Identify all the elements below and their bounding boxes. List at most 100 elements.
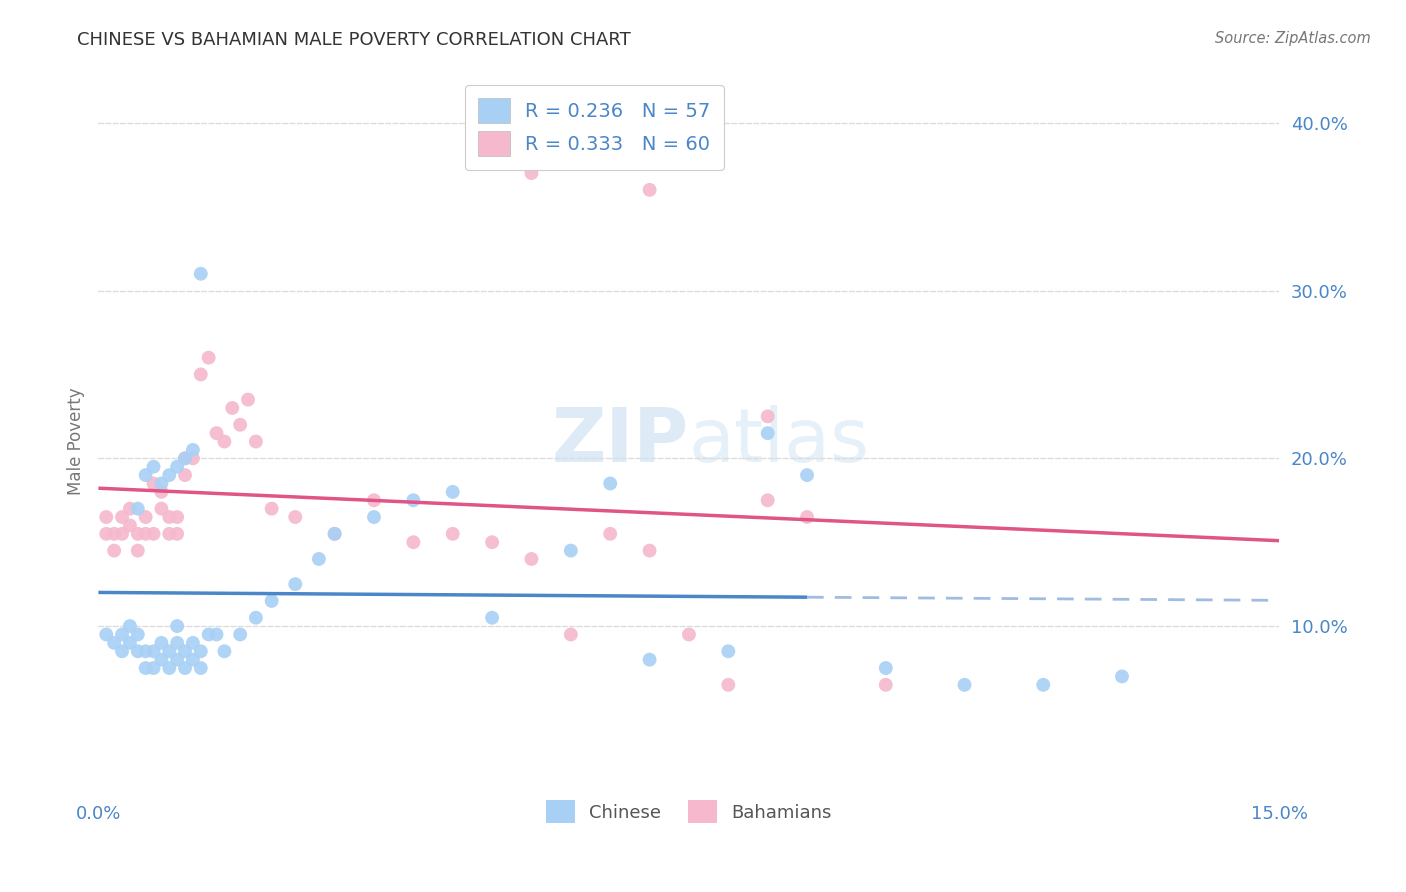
Point — [756, 493, 779, 508]
Point — [166, 526, 188, 541]
Point — [214, 644, 236, 658]
Point — [190, 644, 212, 658]
Point — [481, 535, 503, 549]
Point — [756, 409, 779, 424]
Point — [150, 476, 173, 491]
Point — [560, 543, 582, 558]
Point — [520, 552, 543, 566]
Point — [1111, 669, 1133, 683]
Point — [166, 510, 188, 524]
Point — [181, 636, 204, 650]
Point — [118, 518, 141, 533]
Point — [111, 510, 134, 524]
Point — [111, 644, 134, 658]
Point — [127, 627, 149, 641]
Point — [166, 619, 188, 633]
Point — [953, 678, 976, 692]
Point — [127, 644, 149, 658]
Text: ZIP: ZIP — [551, 405, 689, 478]
Point — [236, 392, 259, 407]
Point — [150, 501, 173, 516]
Point — [205, 426, 228, 441]
Point — [181, 451, 204, 466]
Point — [181, 653, 204, 667]
Point — [599, 526, 621, 541]
Point — [135, 510, 157, 524]
Point — [96, 510, 118, 524]
Point — [229, 627, 252, 641]
Point — [157, 468, 180, 483]
Text: CHINESE VS BAHAMIAN MALE POVERTY CORRELATION CHART: CHINESE VS BAHAMIAN MALE POVERTY CORRELA… — [77, 31, 631, 49]
Point — [796, 468, 818, 483]
Point — [96, 526, 118, 541]
Point — [229, 417, 252, 432]
Point — [166, 459, 188, 474]
Point — [127, 526, 149, 541]
Point — [157, 510, 180, 524]
Point — [308, 552, 330, 566]
Point — [756, 426, 779, 441]
Point — [150, 484, 173, 499]
Point — [174, 451, 197, 466]
Point — [142, 644, 165, 658]
Point — [638, 543, 661, 558]
Point — [127, 501, 149, 516]
Point — [197, 351, 219, 365]
Point — [135, 644, 157, 658]
Point — [638, 183, 661, 197]
Point — [103, 543, 125, 558]
Point — [142, 526, 165, 541]
Point — [323, 526, 346, 541]
Point — [135, 661, 157, 675]
Point — [166, 636, 188, 650]
Point — [441, 484, 464, 499]
Point — [441, 526, 464, 541]
Point — [150, 653, 173, 667]
Point — [166, 653, 188, 667]
Point — [127, 543, 149, 558]
Point — [323, 526, 346, 541]
Point — [118, 636, 141, 650]
Point — [402, 535, 425, 549]
Point — [111, 627, 134, 641]
Point — [135, 468, 157, 483]
Point — [796, 510, 818, 524]
Point — [142, 476, 165, 491]
Point — [363, 493, 385, 508]
Legend: Chinese, Bahamians: Chinese, Bahamians — [531, 786, 846, 838]
Point — [190, 661, 212, 675]
Point — [190, 368, 212, 382]
Point — [118, 501, 141, 516]
Point — [717, 678, 740, 692]
Point — [260, 594, 283, 608]
Point — [174, 451, 197, 466]
Point — [284, 510, 307, 524]
Point — [560, 627, 582, 641]
Point — [875, 678, 897, 692]
Point — [174, 661, 197, 675]
Point — [363, 510, 385, 524]
Point — [481, 611, 503, 625]
Point — [157, 644, 180, 658]
Point — [402, 493, 425, 508]
Point — [1032, 678, 1054, 692]
Point — [717, 644, 740, 658]
Point — [260, 501, 283, 516]
Point — [103, 636, 125, 650]
Point — [174, 644, 197, 658]
Point — [174, 468, 197, 483]
Point — [181, 442, 204, 457]
Point — [520, 166, 543, 180]
Point — [150, 636, 173, 650]
Point — [284, 577, 307, 591]
Point — [221, 401, 243, 415]
Point — [214, 434, 236, 449]
Text: Source: ZipAtlas.com: Source: ZipAtlas.com — [1215, 31, 1371, 46]
Point — [118, 619, 141, 633]
Text: atlas: atlas — [689, 405, 870, 478]
Point — [142, 661, 165, 675]
Point — [678, 627, 700, 641]
Point — [157, 526, 180, 541]
Point — [103, 526, 125, 541]
Point — [96, 627, 118, 641]
